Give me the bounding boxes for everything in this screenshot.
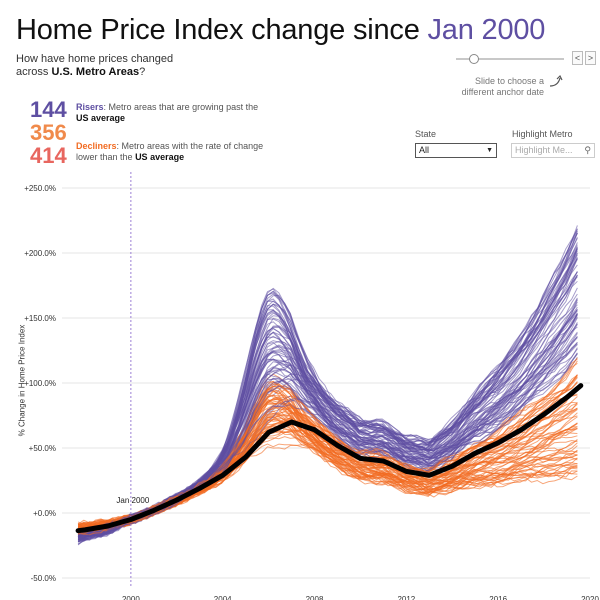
subtitle-line-1: How have home prices changed bbox=[16, 53, 174, 65]
risers-label: Risers bbox=[76, 102, 104, 112]
state-select-value: All bbox=[419, 145, 430, 155]
anchor-label: Jan 2000 bbox=[116, 496, 149, 505]
kpi-middle: 356 bbox=[30, 122, 270, 146]
riser-metro-line[interactable] bbox=[78, 244, 578, 536]
kpi-risers: 144 Risers: Metro areas that are growing… bbox=[30, 97, 270, 124]
y-tick-label: +250.0% bbox=[24, 184, 56, 193]
chevron-down-icon: ▼ bbox=[486, 147, 493, 154]
title-anchor-date: Jan 2000 bbox=[427, 14, 546, 46]
decliners-description: Decliners: Metro areas with the rate of … bbox=[76, 141, 266, 163]
subtitle-line-2: across U.S. Metro Areas? bbox=[16, 66, 216, 79]
x-tick-label: 2012 bbox=[397, 595, 415, 600]
risers-description: Risers: Metro areas that are growing pas… bbox=[76, 102, 266, 124]
us-average-series bbox=[75, 383, 584, 534]
kpi-decliners: 414 Decliners: Metro areas with the rate… bbox=[30, 141, 270, 169]
risers-bold: US average bbox=[76, 113, 126, 123]
x-ticks: 2000 2004 2008 2012 2016 2020 bbox=[122, 595, 599, 600]
previous-date-button[interactable]: < bbox=[572, 51, 583, 65]
riser-metro-line[interactable] bbox=[78, 254, 578, 540]
y-tick-label: -50.0% bbox=[31, 574, 56, 583]
decliners-bold: US average bbox=[135, 152, 185, 162]
metro-lines bbox=[77, 225, 578, 546]
anchor-date-slider[interactable] bbox=[456, 53, 564, 65]
title-prefix: Home Price Index change since bbox=[16, 14, 428, 46]
slider-thumb[interactable] bbox=[469, 54, 479, 64]
riser-metro-line[interactable] bbox=[77, 247, 578, 541]
highlight-metro-input[interactable]: Highlight Me... ⚲ bbox=[511, 143, 595, 158]
state-filter-label: State bbox=[415, 129, 437, 139]
subtitle-suffix: ? bbox=[139, 66, 146, 78]
x-tick-label: 2004 bbox=[214, 595, 232, 600]
anchor-marker: Jan 2000 bbox=[116, 172, 150, 588]
metro-filter-label: Highlight Metro bbox=[512, 129, 573, 139]
x-tick-label: 2008 bbox=[306, 595, 324, 600]
subtitle: How have home prices changed across U.S.… bbox=[16, 53, 216, 79]
y-tick-label: +150.0% bbox=[24, 314, 56, 323]
page-title: Home Price Index change since Jan 2000 bbox=[16, 14, 545, 47]
risers-text: : Metro areas that are growing past the bbox=[103, 102, 259, 112]
metro-placeholder: Highlight Me... bbox=[515, 145, 573, 155]
search-icon: ⚲ bbox=[584, 145, 591, 155]
x-tick-label: 2000 bbox=[122, 595, 140, 600]
decliners-label: Decliners bbox=[76, 141, 117, 151]
subtitle-bold: U.S. Metro Areas bbox=[51, 66, 140, 78]
x-tick-label: 2016 bbox=[489, 595, 507, 600]
slider-hint: Slide to choose a different anchor date bbox=[461, 76, 544, 97]
y-tick-label: +200.0% bbox=[24, 249, 56, 258]
decliners-count: 414 bbox=[30, 143, 67, 168]
subtitle-prefix: across bbox=[16, 66, 52, 78]
riser-metro-line[interactable] bbox=[77, 236, 578, 542]
risers-count: 144 bbox=[30, 97, 67, 122]
riser-metro-line[interactable] bbox=[77, 248, 578, 541]
next-date-button[interactable]: > bbox=[585, 51, 596, 65]
state-select[interactable]: All ▼ bbox=[415, 143, 497, 158]
us-average-line[interactable] bbox=[75, 383, 584, 534]
y-tick-label: +0.0% bbox=[33, 509, 56, 518]
decliners-text: : Metro areas with the rate of change lo… bbox=[76, 141, 264, 162]
riser-metro-line[interactable] bbox=[78, 310, 578, 533]
riser-metro-line[interactable] bbox=[77, 250, 578, 536]
decliner-metro-line[interactable] bbox=[77, 415, 578, 530]
y-tick-label: +50.0% bbox=[29, 444, 56, 453]
y-tick-label: +100.0% bbox=[24, 379, 56, 388]
slider-track[interactable] bbox=[456, 58, 564, 60]
curved-arrow-icon bbox=[549, 74, 563, 87]
y-ticks: -50.0% +0.0% +50.0% +100.0% +150.0% +200.0% +2… bbox=[24, 184, 56, 583]
middle-count: 356 bbox=[30, 120, 67, 145]
x-tick-label: 2020 bbox=[581, 595, 599, 600]
